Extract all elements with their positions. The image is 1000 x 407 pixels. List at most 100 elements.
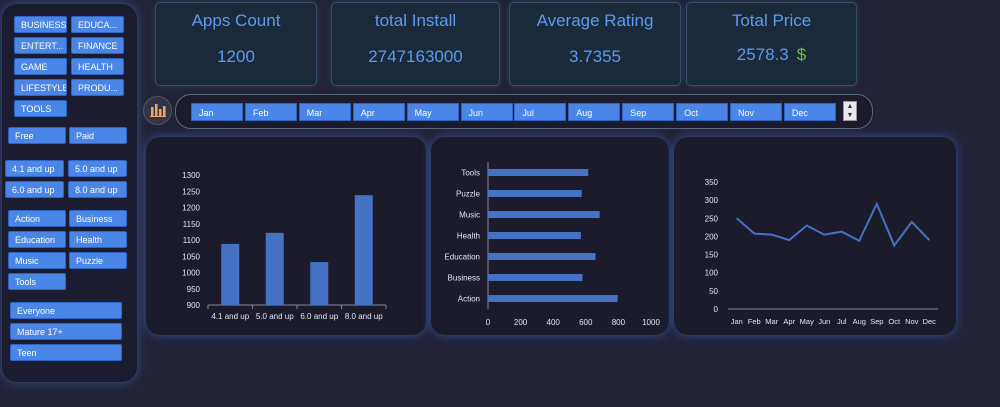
x-tick-label: Jan xyxy=(731,317,743,326)
x-tick-label: 8.0 and up xyxy=(345,312,383,321)
month-jul[interactable]: Jul xyxy=(514,103,567,121)
kpi-average-rating-value: 3.7355 xyxy=(569,47,621,66)
kpi-apps-count: Apps Count 1200 xyxy=(155,2,317,86)
month-nov[interactable]: Nov xyxy=(730,103,782,121)
x-tick-label: Mar xyxy=(765,317,778,326)
month-jan[interactable]: Jan xyxy=(191,103,243,121)
bar-6-0-and-up xyxy=(310,262,329,305)
timeline-spinner[interactable]: ▲ ▼ xyxy=(843,101,857,121)
genre-button-business[interactable]: Business xyxy=(69,210,127,227)
y-tick-label: 900 xyxy=(187,301,201,310)
dollar-icon: $ xyxy=(796,45,807,64)
rating-button-4-1-and-up[interactable]: 4.1 and up xyxy=(5,160,64,177)
y-tick-label: 100 xyxy=(705,269,719,278)
category-button-game[interactable]: GAME xyxy=(14,58,67,75)
rating-button-6-0-and-up[interactable]: 6.0 and up xyxy=(5,181,64,198)
kpi-total-install: total Install 2747163000 xyxy=(331,2,500,86)
y-tick-label: Tools xyxy=(461,169,480,178)
x-tick-label: Dec xyxy=(923,317,937,326)
bar-chart-icon[interactable] xyxy=(143,96,172,125)
x-tick-label: Aug xyxy=(853,317,866,326)
category-button-tools[interactable]: TOOLS xyxy=(14,100,67,117)
monthly-line-chart-panel: 0 50 100 150 200 250 300 350 Jan Feb Mar Apr May Jun J… xyxy=(674,137,956,335)
y-tick-label: 50 xyxy=(709,287,718,296)
rating-button-5-0-and-up[interactable]: 5.0 and up xyxy=(68,160,127,177)
x-tick-label: Jun xyxy=(818,317,830,326)
genre-button-education[interactable]: Education xyxy=(8,231,66,248)
y-tick-label: Health xyxy=(457,232,480,241)
x-tick-label: Apr xyxy=(783,317,795,326)
y-tick-label: 350 xyxy=(705,178,719,187)
series-line xyxy=(736,201,930,248)
chevron-up-icon[interactable]: ▲ xyxy=(846,103,854,110)
genre-button-puzzle[interactable]: Puzzle xyxy=(69,252,127,269)
x-tick-label: 400 xyxy=(547,318,561,327)
y-tick-label: 1100 xyxy=(183,236,201,245)
kpi-apps-count-value: 1200 xyxy=(217,47,255,66)
x-tick-label: May xyxy=(800,317,814,326)
genre-bar-chart-panel: 0 200 400 600 800 1000 Tools Puzzle Music Health E… xyxy=(431,137,669,335)
month-aug[interactable]: Aug xyxy=(568,103,621,121)
genre-button-health[interactable]: Health xyxy=(69,231,127,248)
kpi-apps-count-title: Apps Count xyxy=(191,11,281,30)
bar-5-0-and-up xyxy=(265,232,284,305)
category-button-health[interactable]: HEALTH xyxy=(71,58,124,75)
monthly-line-chart: 0 50 100 150 200 250 300 350 Jan Feb Mar Apr May Jun J… xyxy=(705,178,938,326)
y-tick-label: 1250 xyxy=(182,187,200,196)
x-tick-label: 800 xyxy=(612,318,626,327)
bar-business xyxy=(488,274,583,281)
month-mar[interactable]: Mar xyxy=(298,103,351,121)
month-timeline: Jan Feb Mar Apr May Jun Jul Aug Sep Oct Nov Dec xyxy=(175,94,873,129)
bar-action xyxy=(488,295,618,302)
month-sep[interactable]: Sep xyxy=(622,103,675,121)
bar-education xyxy=(488,253,596,260)
category-button-produ[interactable]: PRODU... xyxy=(71,79,124,96)
month-feb[interactable]: Feb xyxy=(244,103,297,121)
type-button-paid[interactable]: Paid xyxy=(69,127,127,144)
kpi-total-price-value: 2578.3 xyxy=(736,45,789,64)
kpi-average-rating: Average Rating 3.7355 xyxy=(509,2,681,86)
content-rating-button-mature-17[interactable]: Mature 17+ xyxy=(10,323,122,340)
month-jun[interactable]: Jun xyxy=(460,103,513,121)
genre-button-music[interactable]: Music xyxy=(8,252,66,269)
y-tick-label: Business xyxy=(448,274,480,283)
y-tick-label: 300 xyxy=(705,196,719,205)
category-button-entert[interactable]: ENTERT... xyxy=(14,37,67,54)
month-may[interactable]: May xyxy=(406,103,459,121)
category-button-finance[interactable]: FINANCE xyxy=(71,37,124,54)
content-rating-button-teen[interactable]: Teen xyxy=(10,344,122,361)
y-tick-label: 1050 xyxy=(182,252,200,261)
x-tick-label: Oct xyxy=(888,317,901,326)
rating-bar-chart-panel: 900 950 1000 1050 1100 1150 1200 1250 1300 4.1 an… xyxy=(146,137,426,335)
x-tick-label: Sep xyxy=(870,317,883,326)
content-rating-button-everyone[interactable]: Everyone xyxy=(10,302,122,319)
kpi-total-price: Total Price 2578.3 $ xyxy=(686,2,857,86)
y-tick-label: 0 xyxy=(714,305,719,314)
x-tick-label: 4.1 and up xyxy=(211,312,249,321)
month-apr[interactable]: Apr xyxy=(352,103,405,121)
month-oct[interactable]: Oct xyxy=(676,103,729,121)
category-button-business[interactable]: BUSINESS xyxy=(14,16,67,33)
bar-tools xyxy=(488,169,589,176)
chevron-down-icon[interactable]: ▼ xyxy=(846,112,854,119)
rating-button-8-0-and-up[interactable]: 8.0 and up xyxy=(68,181,127,198)
genre-button-action[interactable]: Action xyxy=(8,210,66,227)
month-dec[interactable]: Dec xyxy=(783,103,836,121)
x-tick-label: Feb xyxy=(748,317,761,326)
y-tick-label: 1300 xyxy=(182,171,200,180)
category-button-lifestyle[interactable]: LIFESTYLE xyxy=(14,79,67,96)
type-button-free[interactable]: Free xyxy=(8,127,66,144)
x-tick-label: 1000 xyxy=(642,318,660,327)
genre-bar-chart: 0 200 400 600 800 1000 Tools Puzzle Music Health E… xyxy=(444,162,660,327)
x-tick-label: 0 xyxy=(486,318,491,327)
kpi-total-install-title: total Install xyxy=(374,11,457,30)
y-tick-label: 1150 xyxy=(183,220,201,229)
x-tick-label: Nov xyxy=(905,317,919,326)
x-tick-label: 6.0 and up xyxy=(300,312,338,321)
bar-4-1-and-up xyxy=(221,243,240,305)
category-button-educa[interactable]: EDUCA... xyxy=(71,16,124,33)
rating-bar-chart: 900 950 1000 1050 1100 1150 1200 1250 1300 4.1 an… xyxy=(182,171,387,321)
x-tick-label: 200 xyxy=(514,318,528,327)
genre-button-tools[interactable]: Tools xyxy=(8,273,66,290)
y-tick-label: Music xyxy=(459,211,480,220)
